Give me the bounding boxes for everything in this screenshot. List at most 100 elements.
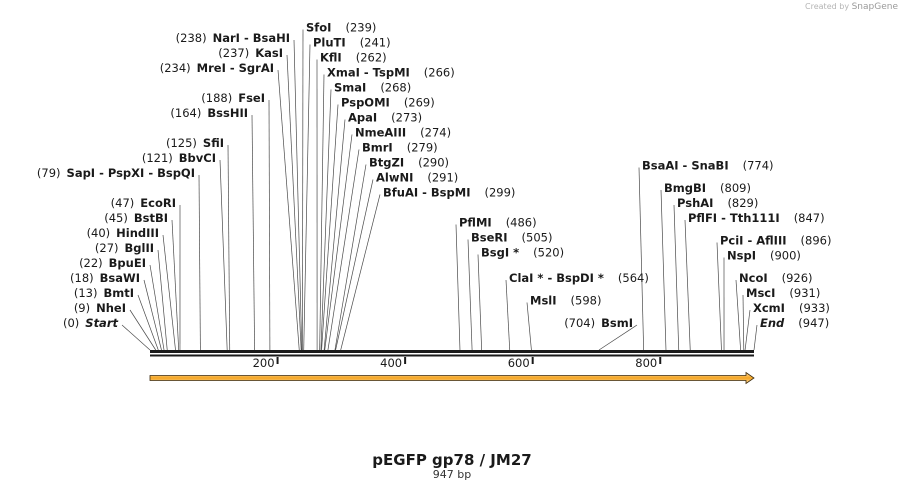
site-pos-pcii-afliii: (896) [801, 234, 832, 248]
site-line-clai-bspdi [505, 279, 511, 351]
site-pos-bsshii: (164) [170, 106, 201, 120]
site-bsmi: (704) BsmI [564, 316, 633, 330]
site-line-msli [526, 302, 532, 351]
site-pluti: (241) PluTI [313, 36, 391, 50]
site-name-bglii: BglII [125, 241, 155, 255]
site-line-pspomi [321, 104, 339, 351]
site-pos-nspi: (900) [770, 249, 801, 263]
site-line-bstbi [171, 219, 180, 351]
backbone-top-strand [150, 350, 754, 353]
site-fsei: (188) FseI [201, 91, 265, 105]
site-name-fsei: FseI [238, 91, 265, 105]
site-name-nhei: NheI [96, 301, 126, 315]
site-pos-clai-bspdi: (564) [618, 271, 649, 285]
site-pos-bglii: (27) [95, 241, 119, 255]
tick-label-400: 400 [380, 356, 402, 370]
site-msli: (598) MslI [530, 294, 601, 308]
site-pspomi: (269) PspOMI [341, 96, 435, 110]
site-pos-start: (0) [63, 316, 79, 330]
site-pos-mrei-sgrai: (234) [160, 61, 191, 75]
ruler-ticks: 200 400 600 800 [253, 356, 662, 370]
site-name-bmri: BmrI [362, 141, 393, 155]
site-kfli: (262) KflI [320, 51, 387, 65]
site-name-xmai-tspmi: XmaI - TspMI [327, 66, 410, 80]
site-pflmi: (486) PflMI [459, 216, 537, 230]
site-line-btgzi [334, 164, 367, 351]
site-line-bmgbi [660, 189, 667, 351]
site-kasi: (237) KasI [218, 46, 283, 60]
site-line-bsawi [143, 279, 162, 351]
site-line-bsshii [251, 114, 255, 351]
site-line-bmti [137, 294, 159, 351]
site-pos-btgzi: (290) [418, 156, 449, 170]
site-pos-hindiii: (40) [87, 226, 111, 240]
site-pos-pflmi: (486) [506, 216, 537, 230]
site-pos-nhei: (9) [74, 301, 90, 315]
site-pos-nari-bsahi: (238) [176, 31, 207, 45]
site-name-clai-bspdi: ClaI * - BspDI * [509, 271, 604, 285]
site-bmri: (279) BmrI [362, 141, 438, 155]
site-btgzi: (290) BtgZI [369, 156, 449, 170]
site-bmti: (13) BmtI [74, 286, 134, 300]
site-pos-ecori: (47) [111, 196, 135, 210]
site-pos-pflfi-tth111i: (847) [794, 211, 825, 225]
site-name-bmgbi: BmgBI [664, 181, 706, 195]
site-pos-kasi: (237) [218, 46, 249, 60]
site-name-pshai: PshAI [677, 196, 713, 210]
site-sapi-pspxi-bspqi: (79) SapI - PspXI - BspQI [37, 166, 195, 180]
site-hindiii: (40) HindIII [87, 226, 159, 240]
site-pos-bfuai-bspmi: (299) [484, 186, 515, 200]
site-bfuai-bspmi: (299) BfuAI - BspMI [383, 186, 515, 200]
site-bstbi: (45) BstBI [104, 211, 168, 225]
site-pcii-afliii: (896) PciI - AflIII [720, 234, 831, 248]
site-line-alwni [335, 179, 374, 351]
site-name-bsaai-snabi: BsaAI - SnaBI [642, 159, 729, 173]
site-line-pshai [673, 204, 680, 351]
site-name-bmti: BmtI [103, 286, 134, 300]
site-nari-bsahi: (238) NarI - BsaHI [176, 31, 290, 45]
site-pos-nmeaiii: (274) [420, 126, 451, 140]
site-line-apai [323, 119, 346, 351]
site-sfii: (125) SfiI [166, 136, 224, 150]
site-nspi: (900) NspI [727, 249, 801, 263]
site-name-smai: SmaI [334, 81, 366, 95]
site-name-pluti: PluTI [313, 36, 346, 50]
site-pos-pshai: (829) [727, 196, 758, 210]
site-pos-smai: (268) [380, 81, 411, 95]
snapgene-brand: SnapGene [851, 2, 898, 12]
site-pos-apai: (273) [391, 111, 422, 125]
site-name-bsawi: BsaWI [100, 271, 140, 285]
site-pos-sfoi: (239) [345, 21, 376, 35]
site-line-bsmi [598, 324, 638, 351]
site-name-nari-bsahi: NarI - BsaHI [213, 31, 290, 45]
site-pos-bsmi: (704) [564, 316, 595, 330]
site-line-bsgi [477, 254, 483, 351]
site-name-bseri: BseRI [471, 231, 508, 245]
site-name-alwni: AlwNI [376, 171, 413, 185]
site-name-end: End [760, 316, 785, 330]
plasmid-length: 947 bp [432, 468, 472, 481]
credit-prefix: Created by [805, 2, 850, 11]
site-pos-fsei: (188) [201, 91, 232, 105]
site-apai: (273) ApaI [348, 111, 422, 125]
site-name-nspi: NspI [727, 249, 756, 263]
site-name-bpuei: BpuEI [109, 256, 146, 270]
site-name-msci: MscI [746, 286, 775, 300]
dna-backbone [150, 350, 754, 357]
site-sfoi: (239) SfoI [306, 21, 376, 35]
site-pos-bseri: (505) [522, 231, 553, 245]
site-name-pflmi: PflMI [459, 216, 492, 230]
site-pos-bsaai-snabi: (774) [743, 159, 774, 173]
site-line-nmeaiii [324, 134, 353, 351]
site-name-kasi: KasI [255, 46, 283, 60]
site-name-start: Start [85, 316, 118, 330]
site-labels: (0) Start(9) NheI(13) BmtI (18) BsaWI(22) BpuE… [37, 21, 832, 331]
site-name-bfuai-bspmi: BfuAI - BspMI [383, 186, 470, 200]
site-line-pflfi-tth111i [684, 219, 691, 351]
site-bbvci: (121) BbvCI [142, 151, 216, 165]
tick-label-200: 200 [253, 356, 275, 370]
site-lines [121, 29, 758, 351]
site-line-bbvci [219, 159, 228, 351]
site-line-sfii [227, 144, 231, 351]
